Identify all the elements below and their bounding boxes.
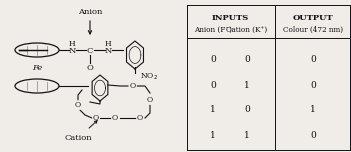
- Text: 0: 0: [244, 105, 250, 114]
- Text: O: O: [75, 101, 81, 109]
- Text: N: N: [104, 47, 112, 55]
- Text: N: N: [68, 47, 76, 55]
- Text: 1: 1: [210, 131, 216, 140]
- Text: O: O: [112, 114, 118, 122]
- Text: 1: 1: [310, 105, 316, 114]
- Text: 0: 0: [310, 131, 316, 140]
- Text: H: H: [69, 40, 75, 48]
- Text: 0: 0: [310, 55, 316, 64]
- Text: O: O: [93, 114, 99, 122]
- Text: C: C: [87, 47, 93, 55]
- Text: O: O: [147, 96, 153, 104]
- Text: Fe: Fe: [32, 64, 42, 72]
- Text: 0: 0: [210, 81, 216, 90]
- Text: 0: 0: [310, 81, 316, 90]
- Text: NO$_2$: NO$_2$: [140, 72, 158, 82]
- Text: 1: 1: [244, 81, 250, 90]
- Text: Cation: Cation: [64, 134, 92, 142]
- Text: 0: 0: [210, 55, 216, 64]
- Text: 1: 1: [210, 105, 216, 114]
- Text: 1: 1: [244, 131, 250, 140]
- Text: Colour (472 nm): Colour (472 nm): [283, 26, 343, 34]
- Text: O: O: [87, 64, 93, 72]
- Text: O: O: [130, 82, 136, 90]
- Text: INPUTS: INPUTS: [211, 14, 249, 22]
- Text: 0: 0: [244, 55, 250, 64]
- Text: Anion: Anion: [78, 8, 102, 16]
- Text: H: H: [105, 40, 111, 48]
- Text: O: O: [137, 114, 143, 122]
- Text: Cation (K⁺): Cation (K⁺): [226, 26, 267, 34]
- Text: Anion (F⁻): Anion (F⁻): [194, 26, 232, 34]
- Text: OUTPUT: OUTPUT: [293, 14, 333, 22]
